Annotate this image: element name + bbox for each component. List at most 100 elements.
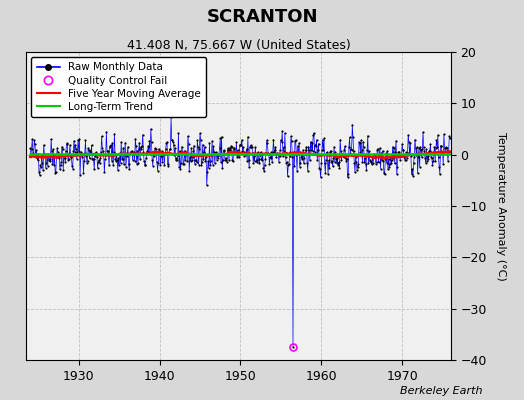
Point xyxy=(323,151,332,158)
Point xyxy=(212,149,221,156)
Point xyxy=(288,138,296,144)
Point xyxy=(246,142,255,148)
Point xyxy=(290,163,299,170)
Point xyxy=(445,133,453,140)
Point xyxy=(392,137,400,144)
Point xyxy=(358,158,367,165)
Point xyxy=(79,170,88,176)
Point xyxy=(50,162,58,168)
Point xyxy=(313,157,321,163)
Point xyxy=(315,165,323,172)
Point xyxy=(432,145,440,152)
Point xyxy=(360,159,368,166)
Point xyxy=(126,148,135,155)
Point xyxy=(85,155,94,162)
Point xyxy=(275,153,283,159)
Point xyxy=(105,162,113,168)
Point xyxy=(36,172,44,178)
Point xyxy=(156,148,164,154)
Point xyxy=(43,162,52,169)
Point xyxy=(277,139,286,145)
Point xyxy=(372,160,380,167)
Point xyxy=(41,164,50,171)
Point xyxy=(104,148,112,154)
Point xyxy=(176,166,184,172)
Point xyxy=(413,144,421,150)
Point xyxy=(242,151,250,157)
Point xyxy=(435,164,443,170)
Point xyxy=(289,149,298,156)
Point xyxy=(159,152,167,158)
Point xyxy=(298,156,307,162)
Point xyxy=(51,170,59,176)
Point xyxy=(284,162,292,168)
Point xyxy=(171,144,179,151)
Point xyxy=(221,156,229,163)
Point xyxy=(159,151,168,158)
Point xyxy=(433,144,441,150)
Point xyxy=(116,150,124,156)
Point xyxy=(32,147,40,153)
Point xyxy=(318,147,326,153)
Point xyxy=(258,151,267,157)
Point xyxy=(199,156,208,162)
Point xyxy=(88,142,96,148)
Point xyxy=(430,144,439,150)
Point xyxy=(113,156,122,163)
Point xyxy=(309,131,318,138)
Point xyxy=(397,153,406,160)
Point xyxy=(180,160,188,167)
Point xyxy=(316,174,325,180)
Point xyxy=(136,156,144,162)
Point xyxy=(340,146,348,153)
Point xyxy=(112,158,120,164)
Point xyxy=(123,153,131,159)
Point xyxy=(272,153,280,160)
Point xyxy=(37,164,45,170)
Point xyxy=(332,156,340,162)
Point xyxy=(151,146,160,152)
Point xyxy=(428,161,436,168)
Point xyxy=(91,149,100,156)
Point xyxy=(369,160,377,166)
Point xyxy=(177,160,185,166)
Point xyxy=(370,152,379,158)
Point xyxy=(118,156,127,162)
Point xyxy=(346,150,354,156)
Point xyxy=(102,152,110,158)
Point xyxy=(70,138,78,144)
Point xyxy=(374,159,383,166)
Point xyxy=(91,152,99,159)
Point xyxy=(111,156,119,162)
Point xyxy=(60,152,68,159)
Point xyxy=(96,155,104,162)
Point xyxy=(161,146,170,152)
Point xyxy=(431,158,439,164)
Point xyxy=(321,170,330,176)
Point xyxy=(182,151,190,157)
Point xyxy=(162,140,170,146)
Point xyxy=(67,154,75,160)
Point xyxy=(373,159,381,166)
Point xyxy=(95,156,103,163)
Point xyxy=(48,160,57,167)
Point xyxy=(52,168,60,175)
Point xyxy=(119,145,127,151)
Point xyxy=(300,155,309,161)
Point xyxy=(409,172,417,179)
Point xyxy=(440,145,449,152)
Point xyxy=(124,161,133,168)
Point xyxy=(253,156,261,163)
Point xyxy=(209,143,217,150)
Point xyxy=(268,159,276,165)
Point xyxy=(181,157,189,164)
Point xyxy=(401,157,409,163)
Point xyxy=(90,166,99,173)
Point xyxy=(304,144,313,150)
Point xyxy=(242,146,250,152)
Point xyxy=(116,160,125,166)
Point xyxy=(178,149,187,155)
Point xyxy=(439,148,447,155)
Point xyxy=(171,157,180,163)
Point xyxy=(232,139,241,146)
